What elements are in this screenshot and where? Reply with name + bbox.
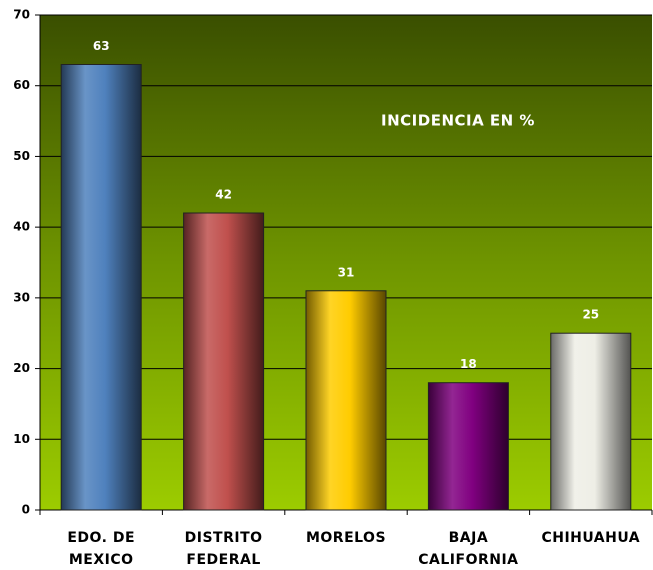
annotation: INCIDENCIA EN % [381,112,535,130]
value-label: 42 [215,188,232,202]
bar [60,64,142,511]
value-label: 63 [93,39,110,53]
bar [427,382,509,511]
y-tick-label: 0 [22,503,30,517]
y-tick-label: 10 [13,432,30,446]
x-tick-label: DISTRITO FEDERAL [184,530,263,568]
value-label: 31 [338,265,355,279]
y-tick-label: 20 [13,361,30,375]
bar [305,290,387,511]
y-tick-label: 40 [13,220,30,234]
bar [550,332,632,511]
value-label: 18 [460,357,477,371]
y-tick-label: 70 [13,8,30,22]
x-tick-label: MORELOS [305,530,387,546]
y-tick-label: 60 [13,78,30,92]
y-tick-label: 30 [13,290,30,304]
bar [183,212,265,511]
x-tick-label: BAJA CALIFORNIA [418,530,519,568]
y-tick-label: 50 [13,149,30,163]
x-tick-label: EDO. DE MEXICO [67,530,136,568]
value-label: 25 [582,308,599,322]
x-tick-label: CHIHUAHUA [541,530,641,546]
